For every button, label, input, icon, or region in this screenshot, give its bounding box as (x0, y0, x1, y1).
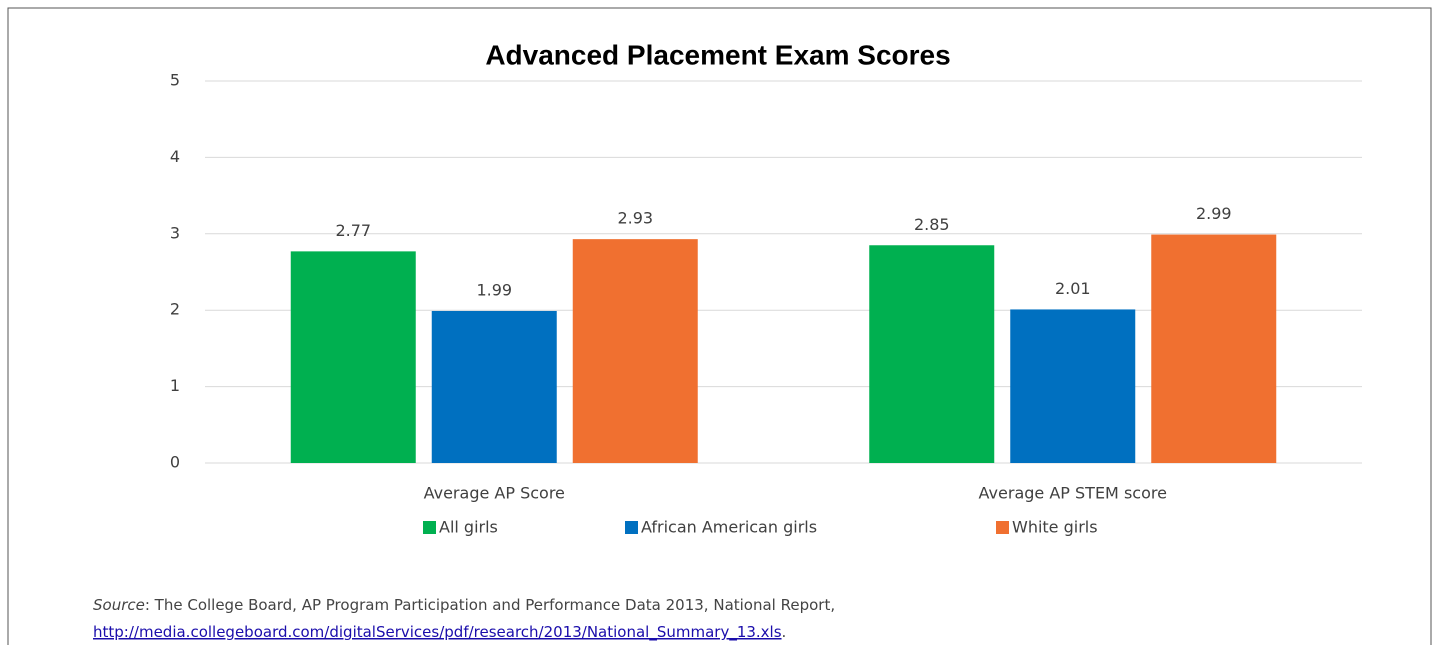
x-tick-label: Average AP STEM score (979, 484, 1167, 503)
y-tick-label: 0 (170, 453, 180, 472)
data-label: 2.01 (1055, 279, 1091, 298)
source-url[interactable]: http://media.collegeboard.com/digitalSer… (93, 623, 782, 642)
y-tick-label: 2 (170, 300, 180, 319)
chart-title: Advanced Placement Exam Scores (485, 39, 950, 70)
data-label: 2.77 (335, 221, 371, 240)
legend-swatch (625, 521, 638, 534)
source-label: Source (93, 596, 145, 614)
source-text: : The College Board, AP Program Particip… (145, 596, 835, 614)
x-tick-label: Average AP Score (424, 484, 565, 503)
legend-label: All girls (439, 518, 498, 537)
legend-swatch (996, 521, 1009, 534)
bar (869, 245, 995, 463)
source: Source: The College Board, AP Program Pa… (93, 596, 835, 614)
bar (572, 239, 698, 463)
data-label: 2.85 (914, 215, 950, 234)
legend-swatch (423, 521, 436, 534)
data-label: 2.99 (1196, 204, 1232, 223)
y-tick-label: 3 (170, 223, 180, 242)
source-link: http://media.collegeboard.com/digitalSer… (93, 623, 786, 642)
data-label: 2.93 (617, 209, 653, 228)
bar (431, 310, 557, 463)
bar (1010, 309, 1136, 463)
bar (290, 251, 416, 463)
y-tick-label: 5 (170, 71, 180, 90)
legend-label: White girls (1012, 518, 1098, 537)
legend-label: African American girls (641, 518, 817, 537)
bar (1151, 234, 1277, 463)
y-tick-label: 4 (170, 147, 180, 166)
source-end: . (782, 623, 787, 641)
frame (7, 7, 1432, 645)
y-tick-label: 1 (170, 376, 180, 395)
data-label: 1.99 (476, 280, 512, 299)
